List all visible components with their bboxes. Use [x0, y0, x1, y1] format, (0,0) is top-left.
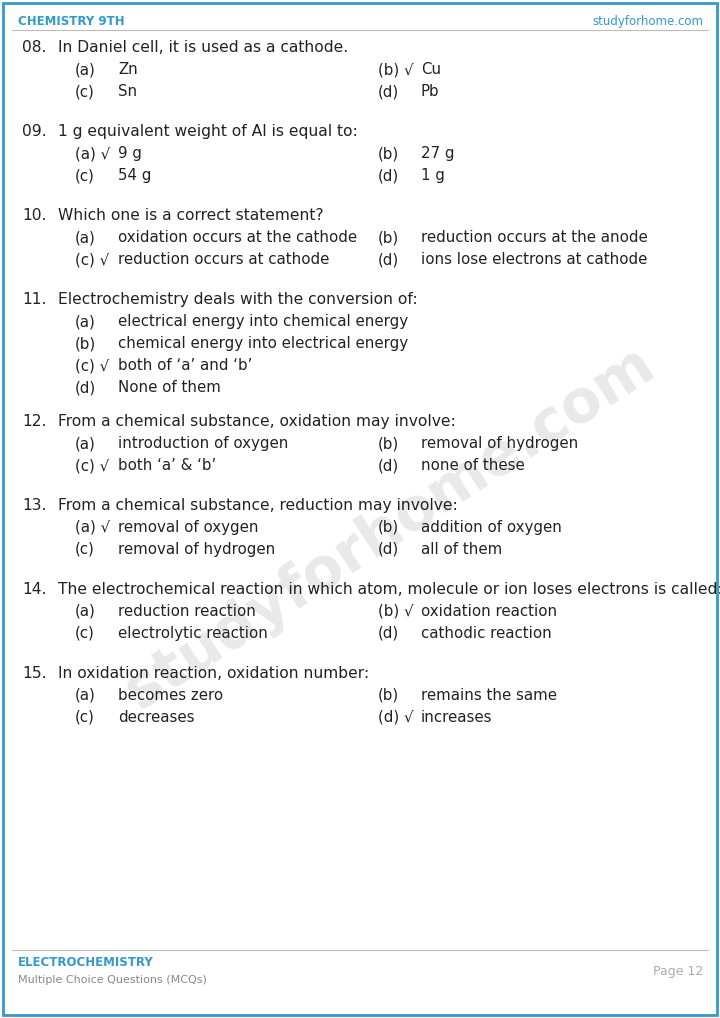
Text: chemical energy into electrical energy: chemical energy into electrical energy: [118, 336, 408, 351]
Text: From a chemical substance, reduction may involve:: From a chemical substance, reduction may…: [58, 498, 458, 513]
Text: reduction occurs at cathode: reduction occurs at cathode: [118, 252, 329, 267]
Text: oxidation reaction: oxidation reaction: [421, 604, 557, 619]
Text: (b): (b): [75, 336, 96, 351]
Text: both of ‘a’ and ‘b’: both of ‘a’ and ‘b’: [118, 358, 253, 373]
Text: None of them: None of them: [118, 380, 221, 395]
Text: (a) √: (a) √: [75, 146, 110, 161]
Text: (a): (a): [75, 436, 96, 451]
Text: increases: increases: [421, 710, 492, 725]
Text: (a) √: (a) √: [75, 520, 110, 535]
Text: (a): (a): [75, 688, 96, 703]
Text: ELECTROCHEMISTRY: ELECTROCHEMISTRY: [18, 957, 154, 969]
Text: (c) √: (c) √: [75, 358, 109, 373]
Text: (a): (a): [75, 62, 96, 77]
Text: (b): (b): [378, 230, 400, 245]
Text: removal of hydrogen: removal of hydrogen: [118, 542, 275, 557]
Text: The electrochemical reaction in which atom, molecule or ion loses electrons is c: The electrochemical reaction in which at…: [58, 582, 720, 597]
Text: 1 g: 1 g: [421, 168, 445, 183]
Text: Cu: Cu: [421, 62, 441, 77]
Text: (d): (d): [378, 542, 400, 557]
Text: (d): (d): [378, 626, 400, 641]
Text: (b) √: (b) √: [378, 62, 413, 77]
Text: (b): (b): [378, 436, 400, 451]
Text: oxidation occurs at the cathode: oxidation occurs at the cathode: [118, 230, 357, 245]
Text: (a): (a): [75, 314, 96, 329]
Text: both ‘a’ & ‘b’: both ‘a’ & ‘b’: [118, 458, 216, 473]
Text: (c): (c): [75, 84, 95, 99]
Text: Which one is a correct statement?: Which one is a correct statement?: [58, 208, 323, 223]
Text: From a chemical substance, oxidation may involve:: From a chemical substance, oxidation may…: [58, 414, 456, 429]
Text: 10.: 10.: [22, 208, 46, 223]
Text: 13.: 13.: [22, 498, 46, 513]
Text: (c) √: (c) √: [75, 252, 109, 267]
Text: ions lose electrons at cathode: ions lose electrons at cathode: [421, 252, 647, 267]
Text: electrical energy into chemical energy: electrical energy into chemical energy: [118, 314, 408, 329]
Text: 54 g: 54 g: [118, 168, 151, 183]
Text: (a): (a): [75, 230, 96, 245]
Text: 11.: 11.: [22, 292, 46, 307]
Text: (d): (d): [378, 458, 400, 473]
Text: (a): (a): [75, 604, 96, 619]
Text: remains the same: remains the same: [421, 688, 557, 703]
Text: Page 12: Page 12: [653, 965, 703, 978]
Text: 27 g: 27 g: [421, 146, 454, 161]
Text: Zn: Zn: [118, 62, 138, 77]
Text: (c): (c): [75, 710, 95, 725]
Text: studyforhome.com: studyforhome.com: [115, 336, 665, 721]
Text: 12.: 12.: [22, 414, 46, 429]
Text: becomes zero: becomes zero: [118, 688, 223, 703]
Text: reduction occurs at the anode: reduction occurs at the anode: [421, 230, 648, 245]
Text: (c): (c): [75, 168, 95, 183]
Text: (d): (d): [378, 168, 400, 183]
Text: removal of oxygen: removal of oxygen: [118, 520, 258, 535]
Text: (d): (d): [75, 380, 96, 395]
Text: (c): (c): [75, 542, 95, 557]
Text: 08.: 08.: [22, 40, 46, 55]
Text: (b) √: (b) √: [378, 604, 413, 619]
Text: (d): (d): [378, 84, 400, 99]
Text: CHEMISTRY 9TH: CHEMISTRY 9TH: [18, 14, 125, 27]
Text: cathodic reaction: cathodic reaction: [421, 626, 552, 641]
Text: (b): (b): [378, 688, 400, 703]
Text: 15.: 15.: [22, 666, 47, 681]
Text: (b): (b): [378, 146, 400, 161]
Text: Electrochemistry deals with the conversion of:: Electrochemistry deals with the conversi…: [58, 292, 418, 307]
Text: decreases: decreases: [118, 710, 194, 725]
Text: reduction reaction: reduction reaction: [118, 604, 256, 619]
Text: all of them: all of them: [421, 542, 503, 557]
Text: (c) √: (c) √: [75, 458, 109, 473]
Text: Sn: Sn: [118, 84, 137, 99]
Text: 1 g equivalent weight of Al is equal to:: 1 g equivalent weight of Al is equal to:: [58, 124, 358, 139]
Text: 14.: 14.: [22, 582, 47, 597]
Text: (b): (b): [378, 520, 400, 535]
Text: (d) √: (d) √: [378, 710, 413, 725]
Text: Pb: Pb: [421, 84, 440, 99]
Text: electrolytic reaction: electrolytic reaction: [118, 626, 268, 641]
Text: introduction of oxygen: introduction of oxygen: [118, 436, 289, 451]
Text: (d): (d): [378, 252, 400, 267]
Text: studyforhome.com: studyforhome.com: [592, 14, 703, 27]
Text: 9 g: 9 g: [118, 146, 142, 161]
Text: (c): (c): [75, 626, 95, 641]
Text: In oxidation reaction, oxidation number:: In oxidation reaction, oxidation number:: [58, 666, 369, 681]
Text: 09.: 09.: [22, 124, 47, 139]
Text: addition of oxygen: addition of oxygen: [421, 520, 562, 535]
Text: removal of hydrogen: removal of hydrogen: [421, 436, 578, 451]
Text: none of these: none of these: [421, 458, 525, 473]
Text: In Daniel cell, it is used as a cathode.: In Daniel cell, it is used as a cathode.: [58, 40, 348, 55]
Text: Multiple Choice Questions (MCQs): Multiple Choice Questions (MCQs): [18, 975, 207, 985]
